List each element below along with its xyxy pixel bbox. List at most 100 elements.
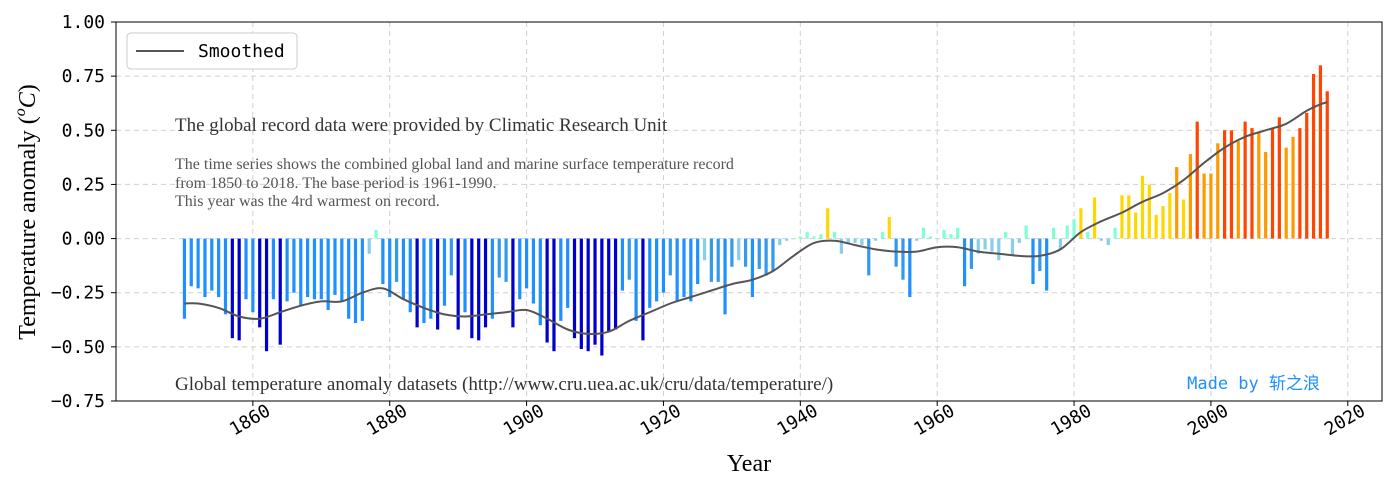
bar-1866	[292, 238, 296, 293]
bar-2002	[1223, 130, 1227, 239]
bar-1929	[723, 238, 727, 315]
bar-1915	[627, 238, 631, 280]
bar-1975	[1038, 238, 1042, 272]
x-tick-label: 1960	[910, 400, 958, 440]
bar-1978	[1058, 238, 1062, 250]
bar-1932	[743, 238, 748, 267]
bar-1878	[374, 229, 378, 239]
bar-2006	[1250, 128, 1254, 239]
bar-1998	[1195, 121, 1199, 239]
dataset-note: Global temperature anomaly datasets (htt…	[175, 374, 833, 395]
bar-1892	[470, 238, 474, 339]
bar-1923	[682, 238, 686, 298]
bar-2015	[1311, 73, 1316, 239]
bar-1904	[552, 238, 556, 352]
bar-1937	[778, 238, 782, 246]
bar-1856	[223, 238, 228, 315]
bar-1945	[832, 232, 837, 239]
y-axis-title: Temperature anomaly (oC)	[12, 84, 41, 340]
bar-1863	[271, 238, 275, 300]
bar-1864	[278, 238, 282, 345]
y-axis-title-prefix: Temperature anomaly (	[15, 116, 41, 340]
x-tick-label: 1860	[226, 400, 274, 440]
x-tick-label: 1900	[500, 400, 548, 440]
bar-1931	[737, 238, 741, 261]
bar-1939	[791, 238, 796, 240]
bar-1914	[620, 238, 624, 291]
y-axis-title-suffix: )	[15, 84, 41, 92]
bar-1980	[1072, 219, 1076, 239]
y-axis-title-superscript: o	[12, 108, 29, 116]
bar-1850	[182, 238, 187, 319]
bar-1971	[1010, 238, 1015, 256]
bar-1999	[1202, 173, 1206, 239]
bar-1881	[394, 238, 399, 282]
bar-1859	[244, 238, 248, 300]
bar-1890	[456, 238, 460, 330]
bar-1868	[306, 238, 310, 298]
bar-1896	[497, 238, 501, 278]
bar-1913	[613, 238, 618, 330]
plot-frame	[115, 21, 1383, 402]
bar-1918	[648, 238, 652, 308]
y-tick-label: 0.00	[62, 229, 105, 250]
bar-1887	[436, 238, 440, 330]
y-axis-title-unit: C	[15, 91, 41, 108]
y-axis-ticks: −0.75 −0.50 −0.25 0.00 0.25 0.50 0.75 1.00	[51, 12, 116, 412]
bar-1888	[442, 238, 447, 306]
bar-1900	[524, 238, 529, 289]
bar-1858	[237, 238, 241, 341]
bar-1862	[264, 238, 269, 352]
bar-1855	[217, 238, 221, 298]
bar-1871	[326, 238, 330, 311]
bar-1879	[381, 238, 385, 285]
y-tick-label: −0.75	[51, 391, 105, 412]
bar-1853	[203, 238, 207, 298]
bar-2017	[1325, 91, 1329, 239]
bar-1988	[1127, 195, 1131, 239]
bar-1876	[360, 238, 364, 321]
bar-1869	[312, 238, 317, 300]
bar-1933	[750, 238, 755, 298]
bar-1899	[518, 238, 522, 300]
bar-1990	[1140, 175, 1145, 239]
bar-1952	[880, 232, 885, 239]
bar-1943	[819, 234, 823, 239]
bar-2016	[1318, 65, 1323, 239]
bar-1959	[928, 236, 932, 239]
bar-2004	[1236, 141, 1240, 239]
bar-2009	[1270, 128, 1275, 239]
bar-1897	[504, 238, 508, 282]
bar-1928	[716, 238, 720, 282]
bar-1860	[251, 238, 255, 313]
bar-2008	[1264, 151, 1268, 239]
bar-1870	[319, 238, 323, 300]
bar-1936	[771, 238, 775, 272]
bar-1991	[1147, 184, 1151, 239]
bar-1944	[826, 208, 830, 239]
legend: Smoothed	[126, 32, 298, 70]
bar-2003	[1229, 130, 1234, 239]
bar-1938	[785, 238, 789, 241]
bar-1884	[415, 238, 419, 328]
bar-1873	[340, 238, 344, 302]
bar-1867	[299, 238, 303, 306]
bar-1865	[285, 238, 289, 302]
bar-1955	[901, 238, 905, 280]
bar-1927	[709, 238, 713, 282]
bar-1982	[1086, 232, 1090, 239]
bar-1969	[997, 238, 1001, 261]
bar-1957	[915, 238, 919, 241]
bar-1891	[463, 238, 467, 313]
bar-1874	[347, 238, 351, 319]
x-tick-label: 2000	[1184, 400, 1232, 440]
bar-1967	[983, 238, 987, 250]
bar-1911	[600, 238, 604, 356]
bar-1996	[1181, 199, 1186, 239]
description-line-1: The time series shows the combined globa…	[175, 156, 734, 173]
bar-1949	[860, 238, 864, 246]
source-note: The global record data were provided by …	[175, 115, 668, 136]
bar-1981	[1079, 208, 1083, 239]
bar-1951	[874, 238, 878, 241]
bar-1907	[572, 238, 577, 339]
